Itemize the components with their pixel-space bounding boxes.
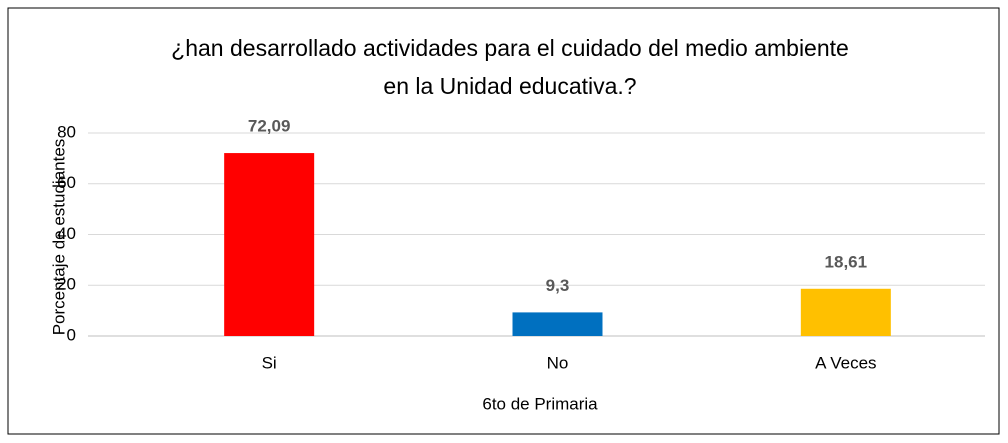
y-tick-label: 80 bbox=[57, 122, 76, 141]
bar bbox=[800, 288, 891, 336]
chart-title: ¿han desarrollado actividades para el cu… bbox=[171, 35, 849, 61]
chart-title: en la Unidad educativa.? bbox=[383, 73, 636, 99]
x-tick-label: A Veces bbox=[815, 353, 876, 372]
bar bbox=[224, 153, 315, 336]
y-tick-label: 40 bbox=[57, 224, 76, 243]
x-axis-label: 6to de Primaria bbox=[482, 394, 598, 413]
y-axis-label: Porcentaje de estudiantes bbox=[49, 139, 68, 336]
bar bbox=[512, 312, 603, 336]
data-label: 18,61 bbox=[825, 252, 868, 271]
data-label: 72,09 bbox=[248, 117, 291, 136]
y-tick-label: 20 bbox=[57, 275, 76, 294]
chart-border bbox=[7, 7, 1000, 435]
data-label: 9,3 bbox=[546, 276, 570, 295]
y-tick-label: 60 bbox=[57, 173, 76, 192]
y-tick-label: 0 bbox=[67, 325, 76, 344]
x-tick-label: Si bbox=[262, 353, 277, 372]
x-tick-label: No bbox=[547, 353, 569, 372]
